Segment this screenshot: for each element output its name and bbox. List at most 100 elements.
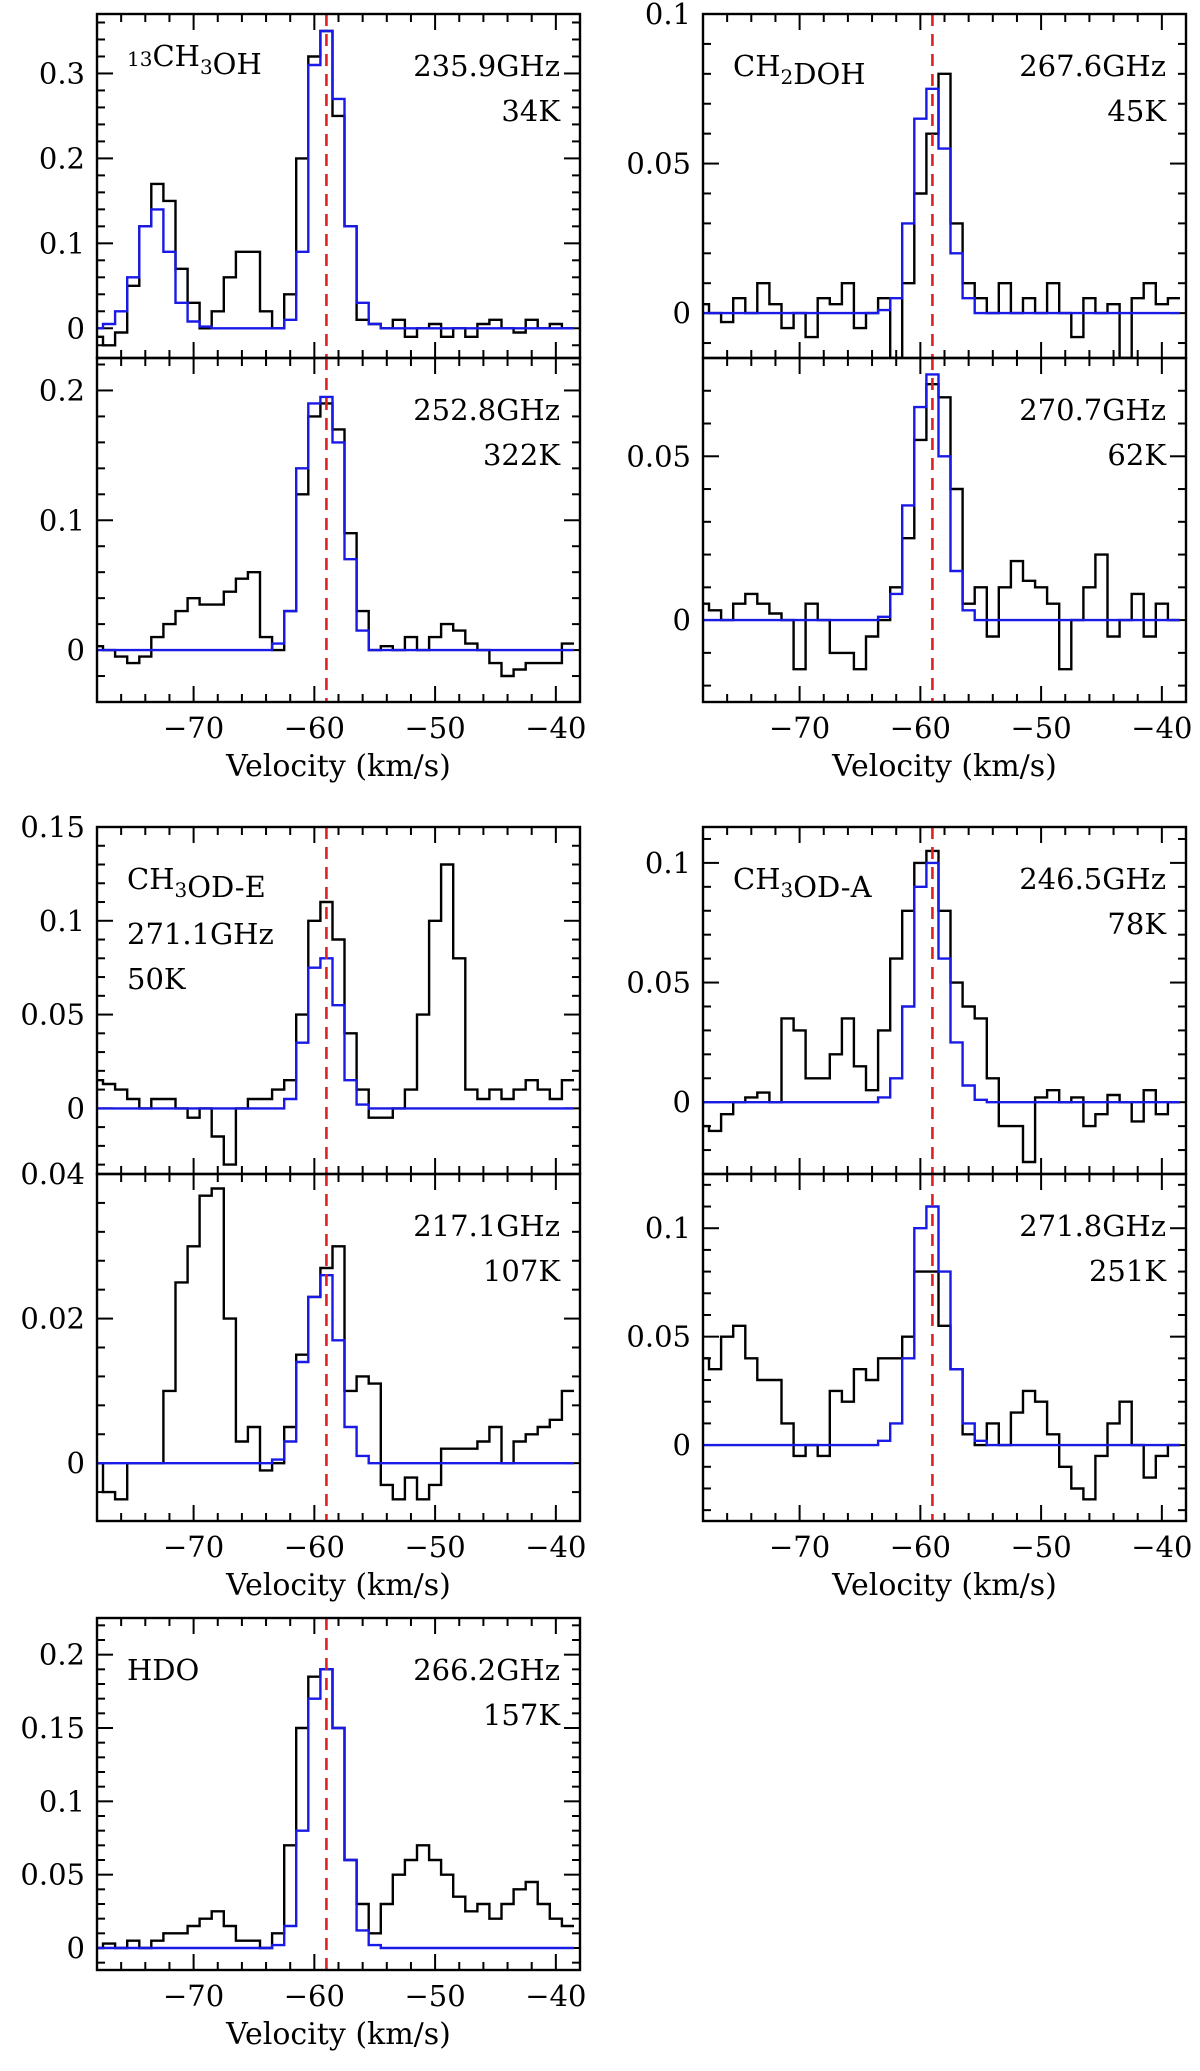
x-tick-label: −40 bbox=[525, 1530, 586, 1564]
frequency-label: 270.7GHz bbox=[1019, 393, 1166, 427]
x-tick-label: −70 bbox=[769, 711, 830, 745]
energy-label: 45K bbox=[1107, 94, 1167, 128]
energy-label: 34K bbox=[501, 94, 561, 128]
spectrum-panel-1: 0 0.1 0.2 0.3 13CH3OH 235.9GHz 34K bbox=[39, 12, 582, 360]
model-spectrum bbox=[97, 395, 574, 652]
y-tick-label: 0.05 bbox=[626, 439, 691, 473]
x-tick-label: −40 bbox=[1131, 711, 1192, 745]
energy-label: 78K bbox=[1107, 907, 1167, 941]
x-tick-label: −70 bbox=[163, 711, 224, 745]
x-tick-label: −50 bbox=[404, 1979, 465, 2013]
y-tick-label: 0.1 bbox=[39, 503, 85, 537]
frequency-label: 217.1GHz bbox=[413, 1209, 560, 1243]
panel-frame bbox=[95, 1616, 582, 1972]
spectrum-panel-2: 0 0.1 0.2 −70 −60 −50 −40 Velocity (km/s) 252.8G… bbox=[39, 356, 586, 784]
x-tick-label: −40 bbox=[525, 1979, 586, 2013]
panel-frame bbox=[701, 1172, 1188, 1523]
spectrum-panel-6: 0 0.02 0.04 −70 −60 −50 −40 Velocity (km/s) 217.… bbox=[20, 1157, 586, 1603]
y-tick-label: 0.1 bbox=[645, 0, 691, 31]
model-spectrum bbox=[703, 1205, 1180, 1447]
x-axis-title: Velocity (km/s) bbox=[831, 749, 1057, 784]
panel-frame bbox=[95, 1172, 582, 1523]
y-tick-label: 0.2 bbox=[39, 1638, 85, 1672]
species-label: CH3OD-E bbox=[127, 862, 266, 904]
model-spectrum bbox=[97, 29, 574, 330]
x-tick-label: −50 bbox=[404, 1530, 465, 1564]
y-tick-label: 0.02 bbox=[20, 1302, 85, 1336]
y-tick-label: 0.15 bbox=[20, 1711, 85, 1745]
species-label: 13CH3OH bbox=[127, 39, 262, 81]
y-tick-label: 0.05 bbox=[626, 1320, 691, 1354]
x-tick-label: −60 bbox=[284, 1530, 345, 1564]
y-tick-label: 0.1 bbox=[39, 904, 85, 938]
x-tick-label: −50 bbox=[1010, 1530, 1071, 1564]
energy-label: 251K bbox=[1089, 1254, 1167, 1288]
observed-spectrum bbox=[97, 863, 574, 1166]
y-tick-label: 0.05 bbox=[626, 966, 691, 1000]
frequency-label: 252.8GHz bbox=[413, 393, 560, 427]
observed-spectrum bbox=[97, 29, 574, 347]
y-tick-label: 0.1 bbox=[39, 1784, 85, 1818]
energy-label: 322K bbox=[483, 438, 561, 472]
energy-label: 107K bbox=[483, 1254, 561, 1288]
energy-label: 157K bbox=[483, 1698, 561, 1732]
model-spectrum bbox=[97, 957, 574, 1110]
panel-frame bbox=[701, 356, 1188, 704]
y-tick-label: 0.1 bbox=[645, 846, 691, 880]
x-tick-label: −60 bbox=[890, 1530, 951, 1564]
model-spectrum bbox=[703, 861, 1180, 1104]
y-tick-label: 0.15 bbox=[20, 810, 85, 844]
y-tick-label: 0 bbox=[67, 311, 85, 345]
x-tick-label: −50 bbox=[1010, 711, 1071, 745]
frequency-label: 235.9GHz bbox=[413, 49, 560, 83]
x-axis-title: Velocity (km/s) bbox=[831, 1568, 1057, 1603]
panel-frame bbox=[95, 356, 582, 704]
frequency-label: 271.1GHz bbox=[127, 917, 274, 951]
y-tick-label: 0 bbox=[67, 633, 85, 667]
x-tick-label: −70 bbox=[769, 1530, 830, 1564]
y-tick-label: 0.3 bbox=[39, 56, 85, 90]
y-tick-label: 0.05 bbox=[20, 1858, 85, 1892]
frequency-label: 271.8GHz bbox=[1019, 1209, 1166, 1243]
y-tick-label: 0 bbox=[673, 1428, 691, 1462]
species-label: HDO bbox=[127, 1653, 199, 1687]
x-tick-label: −40 bbox=[1131, 1530, 1192, 1564]
x-tick-label: −60 bbox=[284, 711, 345, 745]
x-axis-title: Velocity (km/s) bbox=[225, 749, 451, 784]
energy-label: 62K bbox=[1107, 438, 1167, 472]
frequency-label: 246.5GHz bbox=[1019, 862, 1166, 896]
model-spectrum bbox=[703, 87, 1180, 315]
species-label: CH2DOH bbox=[733, 49, 866, 91]
y-tick-label: 0.05 bbox=[626, 147, 691, 181]
spectrum-panel-3: 0 0.05 0.1 CH2DOH 267.6GHz 45K bbox=[626, 0, 1188, 360]
observed-spectrum bbox=[97, 1187, 574, 1501]
spectrum-panel-4: 0 0.05 −70 −60 −50 −40 Velocity (km/s) 270.7GHz… bbox=[626, 356, 1192, 784]
y-tick-label: 0.05 bbox=[20, 998, 85, 1032]
energy-label: 50K bbox=[127, 962, 187, 996]
species-label: CH3OD-A bbox=[733, 862, 873, 904]
x-axis-title: Velocity (km/s) bbox=[225, 1568, 451, 1603]
frequency-label: 267.6GHz bbox=[1019, 49, 1166, 83]
x-tick-label: −70 bbox=[163, 1979, 224, 2013]
x-tick-label: −60 bbox=[890, 711, 951, 745]
y-tick-label: 0.2 bbox=[39, 141, 85, 175]
y-tick-label: 0.04 bbox=[20, 1157, 85, 1191]
spectrum-panel-8: 0 0.05 0.1 −70 −60 −50 −40 Velocity (km/s) 271.8… bbox=[626, 1172, 1192, 1603]
y-tick-label: 0 bbox=[673, 296, 691, 330]
spectrum-panel-9: 0 0.05 0.1 0.15 0.2 −70 −60 −50 −40 Velocity (km/… bbox=[20, 1616, 586, 2052]
spectrum-panel-7: 0 0.05 0.1 CH3OD-A 246.5GHz 78K bbox=[626, 825, 1188, 1176]
spectrum-panel-5: 0 0.05 0.1 0.15 CH3OD-E 271.1GHz 50K bbox=[20, 810, 582, 1176]
y-tick-label: 0.2 bbox=[39, 373, 85, 407]
model-spectrum bbox=[703, 373, 1180, 622]
x-tick-label: −70 bbox=[163, 1530, 224, 1564]
y-tick-label: 0 bbox=[673, 1085, 691, 1119]
x-tick-label: −50 bbox=[404, 711, 465, 745]
y-tick-label: 0 bbox=[67, 1931, 85, 1965]
y-tick-label: 0.1 bbox=[645, 1211, 691, 1245]
frequency-label: 266.2GHz bbox=[413, 1653, 560, 1687]
x-tick-label: −60 bbox=[284, 1979, 345, 2013]
y-tick-label: 0.1 bbox=[39, 226, 85, 260]
x-axis-title: Velocity (km/s) bbox=[225, 2017, 451, 2052]
model-spectrum bbox=[97, 1668, 574, 1950]
